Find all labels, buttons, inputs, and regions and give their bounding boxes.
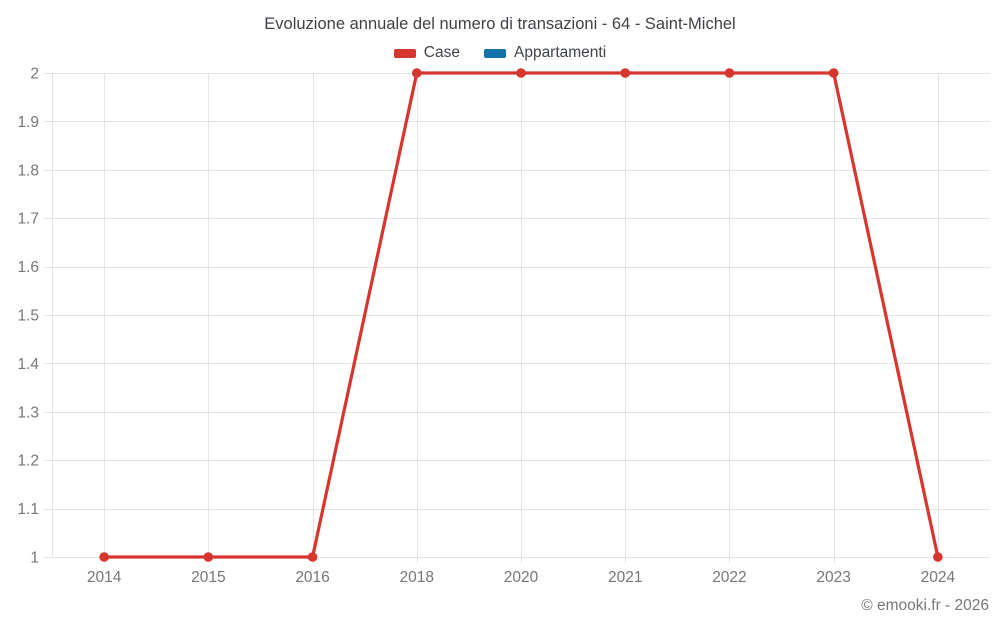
chart-legend: Case Appartamenti: [0, 44, 1000, 62]
y-tick-labels: 2 1.9 1.8 1.7 1.6 1.5 1.4 1.3 1.2 1.1 1: [17, 66, 39, 567]
copyright-text: © emooki.fr - 2026: [861, 597, 989, 614]
x-tick-label: 2015: [191, 569, 225, 586]
x-tick-label: 2018: [400, 569, 434, 586]
data-point[interactable]: [203, 552, 214, 562]
data-point[interactable]: [933, 552, 943, 562]
x-tick-labels: 2014 2015 2016 2018 2020 2021 2022 2023 2024: [87, 569, 956, 586]
data-point[interactable]: [516, 68, 526, 78]
y-tick-label: 2: [30, 66, 39, 83]
y-tick-label: 1.3: [17, 404, 39, 421]
y-tick-label: 1.4: [17, 356, 39, 373]
x-tick-label: 2024: [921, 569, 956, 586]
data-point[interactable]: [620, 68, 631, 78]
x-tick-label: 2022: [712, 569, 746, 586]
y-tick-label: 1.1: [17, 501, 39, 518]
y-tick-label: 1.2: [17, 453, 39, 470]
legend-label-case: Case: [423, 44, 460, 61]
gridlines: [44, 73, 990, 563]
y-tick-label: 1.6: [17, 259, 39, 276]
legend-swatch-case-icon: [393, 48, 416, 58]
x-tick-label: 2023: [816, 569, 850, 586]
x-tick-label: 2016: [295, 569, 329, 586]
chart-title: Evoluzione annuale del numero di transaz…: [264, 15, 736, 33]
data-point[interactable]: [307, 552, 318, 562]
y-tick-label: 1.9: [17, 114, 39, 131]
y-tick-label: 1.5: [17, 308, 39, 325]
legend-swatch-appartamenti-icon: [483, 48, 506, 58]
y-tick-label: 1: [30, 550, 39, 567]
series-case: [99, 68, 943, 562]
x-tick-label: 2021: [608, 569, 642, 586]
y-tick-label: 1.7: [17, 211, 39, 228]
x-tick-label: 2020: [504, 569, 539, 586]
data-point[interactable]: [828, 68, 839, 78]
data-point[interactable]: [411, 68, 422, 78]
legend-item-case[interactable]: Case: [393, 44, 460, 62]
data-point[interactable]: [724, 68, 735, 78]
legend-label-appartamenti: Appartamenti: [513, 44, 607, 61]
legend-item-appartamenti[interactable]: Appartamenti: [483, 44, 607, 62]
x-tick-label: 2014: [87, 569, 122, 586]
data-point[interactable]: [99, 552, 109, 562]
y-tick-label: 1.8: [17, 162, 39, 179]
